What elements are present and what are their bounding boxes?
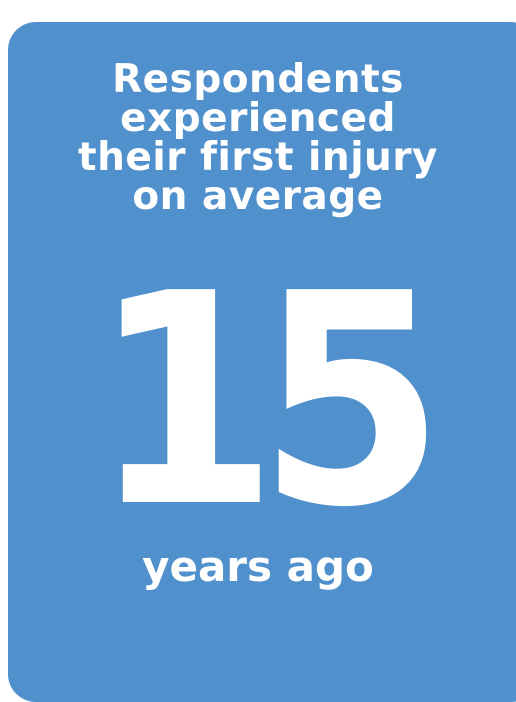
headline-line-3: their first injury (78, 135, 438, 180)
headline-line-2: experienced (120, 96, 396, 141)
stat-card (8, 22, 516, 702)
headline-line-4: on average (132, 174, 384, 219)
headline: Respondents experienced their first inju… (0, 60, 516, 216)
stat-value: 15 (91, 231, 445, 571)
stat-caption: years ago (142, 542, 374, 591)
headline-line-1: Respondents (112, 57, 404, 102)
